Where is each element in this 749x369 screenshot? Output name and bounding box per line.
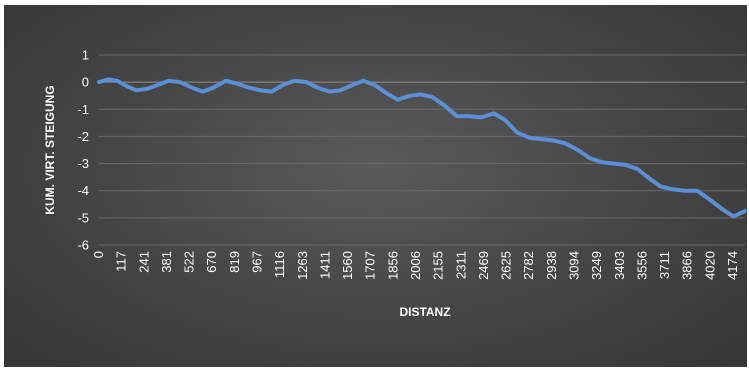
x-tick-label: 2006 xyxy=(408,251,423,280)
x-tick-label: 1856 xyxy=(385,251,400,280)
series-layer xyxy=(97,77,747,219)
x-tick-label: 1560 xyxy=(340,251,355,280)
y-tick-label: 1 xyxy=(82,48,89,63)
x-tick-label: 4020 xyxy=(702,251,717,280)
x-tick-label: 3711 xyxy=(657,251,672,279)
x-tick-label: 1707 xyxy=(363,251,378,280)
x-tick-label: 3866 xyxy=(680,251,695,280)
y-tick-label: -6 xyxy=(77,238,89,253)
y-tick-label: -2 xyxy=(77,129,89,144)
x-tick-label: 2155 xyxy=(431,251,446,280)
x-tick-label: 2311 xyxy=(453,251,468,279)
x-tick-label: 3094 xyxy=(567,251,582,280)
x-tick-label: 0 xyxy=(91,251,106,258)
series-line-0 xyxy=(97,77,747,219)
x-tick-label: 819 xyxy=(227,251,242,273)
x-tick-label: 522 xyxy=(182,251,197,273)
x-tick-label: 1116 xyxy=(272,251,287,278)
x-tick-labels: 0 117 241 381 522 670 819 967 1116 1263 1411 1560 17… xyxy=(91,251,740,280)
x-tick-label: 2625 xyxy=(499,251,514,280)
y-tick-label: -4 xyxy=(77,183,89,198)
x-tick-label: 3556 xyxy=(634,251,649,280)
y-tick-label: -5 xyxy=(77,210,89,225)
x-tick-label: 3249 xyxy=(589,251,604,280)
y-axis-title: KUM. VIRT. STEIGUNG xyxy=(43,85,57,214)
x-tick-label: 2938 xyxy=(544,251,559,280)
y-tick-label: -1 xyxy=(77,102,89,117)
gridlines xyxy=(99,54,745,246)
x-tick-label: 1411 xyxy=(317,251,332,279)
x-tick-label: 2782 xyxy=(521,251,536,280)
y-tick-labels: -6 -5 -4 -3 -2 -1 0 1 xyxy=(77,48,89,253)
x-tick-label: 2469 xyxy=(476,251,491,280)
x-tick-label: 117 xyxy=(114,251,129,272)
x-tick-label: 4174 xyxy=(725,251,740,280)
y-tick-label: -3 xyxy=(77,156,89,171)
line-chart: -6 -5 -4 -3 -2 -1 0 1 0 117 241 381 522 670 819 967 111… xyxy=(43,48,747,319)
y-tick-label: 0 xyxy=(82,75,89,90)
x-tick-label: 241 xyxy=(136,251,151,273)
x-tick-label: 670 xyxy=(204,251,219,273)
x-axis-title: DISTANZ xyxy=(399,305,450,319)
x-tick-label: 967 xyxy=(250,251,265,273)
x-tick-label: 1263 xyxy=(295,251,310,280)
chart-area: -6 -5 -4 -3 -2 -1 0 1 0 117 241 381 522 670 819 967 111… xyxy=(4,5,747,367)
x-tick-label: 3403 xyxy=(612,251,627,280)
x-tick-label: 381 xyxy=(159,251,174,273)
